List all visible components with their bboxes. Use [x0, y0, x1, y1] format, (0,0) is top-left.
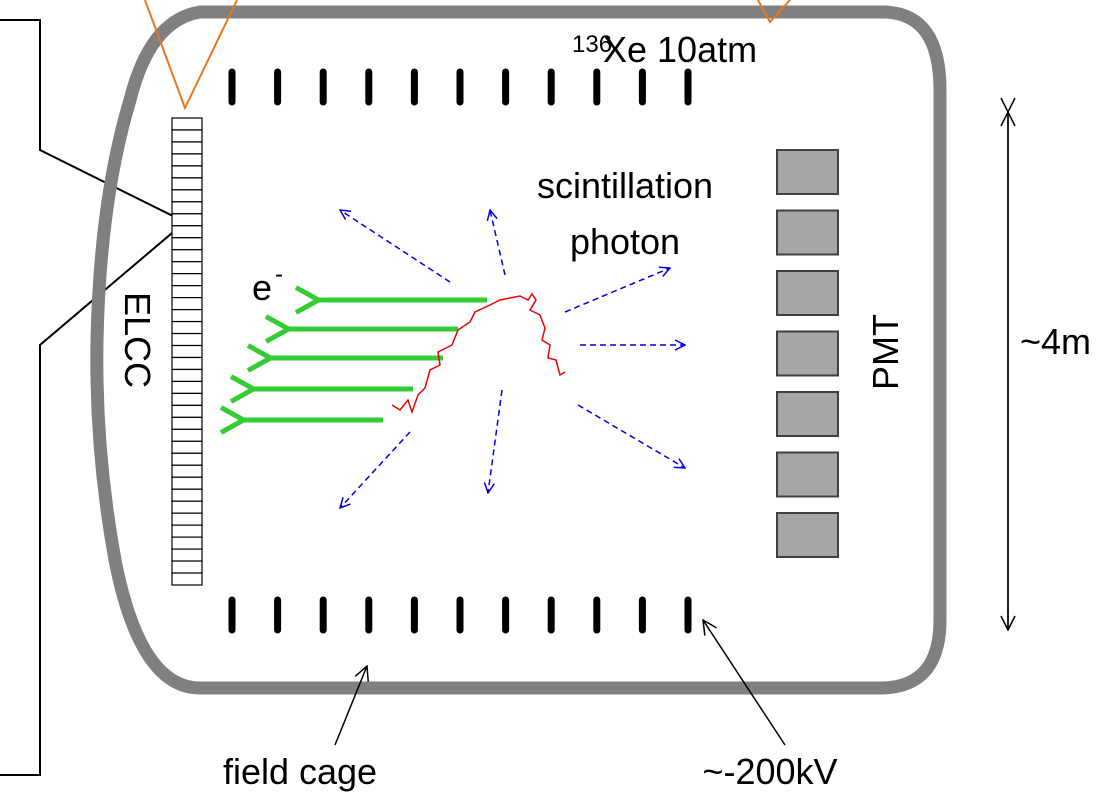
elcc-cells: [171, 117, 203, 586]
pmts: [776, 149, 839, 558]
elcc-cell: [171, 165, 203, 179]
pointer: [334, 666, 367, 746]
size-label: ~4m: [1020, 321, 1091, 362]
elcc-cell: [171, 201, 203, 215]
elcc-cell: [171, 177, 203, 191]
elcc-cell: [171, 153, 203, 167]
elcc-cell: [171, 297, 203, 311]
orange-v: [757, 0, 791, 24]
track: [391, 292, 566, 415]
electron-charge: -: [275, 261, 283, 288]
elcc-cell: [171, 404, 203, 418]
elcc-cell: [171, 428, 203, 442]
pmt: [776, 330, 839, 377]
photon-arrows: [340, 210, 685, 508]
elcc-cell: [171, 452, 203, 466]
pmt: [776, 512, 839, 558]
elcc-cell: [171, 285, 203, 299]
elcc-cell: [171, 524, 203, 538]
elcc-cell: [171, 368, 203, 383]
elcc-cell: [171, 344, 203, 359]
elcc-cell: [171, 572, 203, 586]
elcc-cell: [171, 536, 203, 550]
elcc-cell: [171, 356, 203, 371]
electrodes: [228, 68, 692, 634]
elcc-cell: [171, 392, 203, 406]
elcc-cell: [171, 500, 203, 514]
elcc-cell: [171, 380, 203, 395]
elcc-cell: [171, 213, 203, 227]
elcc-cell: [171, 332, 203, 347]
pointer: [703, 620, 786, 746]
elcc-cell: [171, 512, 203, 526]
elcc-label: ELCC: [117, 292, 158, 388]
isotope: 136: [572, 31, 612, 58]
elcc-cell: [171, 476, 203, 490]
gas-label: Xe 10atm: [603, 29, 757, 70]
elcc-cell: [171, 320, 203, 335]
elcc-cell: [171, 237, 203, 251]
scintillation-label: scintillation: [537, 165, 713, 206]
pmt: [776, 451, 839, 498]
elcc-cell: [171, 249, 203, 263]
pmt: [776, 270, 839, 316]
elcc-cell: [171, 308, 203, 323]
elcc-cell: [171, 261, 203, 275]
vessel: [90, 5, 947, 695]
pmt-label: PMT: [865, 314, 906, 390]
elcc-cell: [171, 464, 203, 478]
pmt: [776, 391, 839, 437]
elcc-cell: [171, 416, 203, 430]
photon-label: photon: [570, 221, 680, 262]
elcc-cell: [171, 440, 203, 454]
elcc-cell: [171, 225, 203, 239]
orange-v: [144, 0, 238, 111]
voltage-label: ~-200kV: [702, 751, 837, 792]
pmt: [776, 209, 839, 256]
electron-label: e: [252, 267, 272, 308]
elcc-cell: [171, 273, 203, 287]
electron-arrows: [241, 300, 487, 420]
elcc-cell: [171, 189, 203, 203]
elcc-cell: [171, 141, 203, 155]
elcc-cell: [171, 129, 203, 143]
field-cage-label: field cage: [223, 751, 377, 792]
elcc-cell: [171, 488, 203, 502]
pmt: [776, 149, 839, 195]
elcc-cell: [171, 560, 203, 574]
elcc-cell: [171, 117, 203, 131]
elcc-cell: [171, 548, 203, 562]
